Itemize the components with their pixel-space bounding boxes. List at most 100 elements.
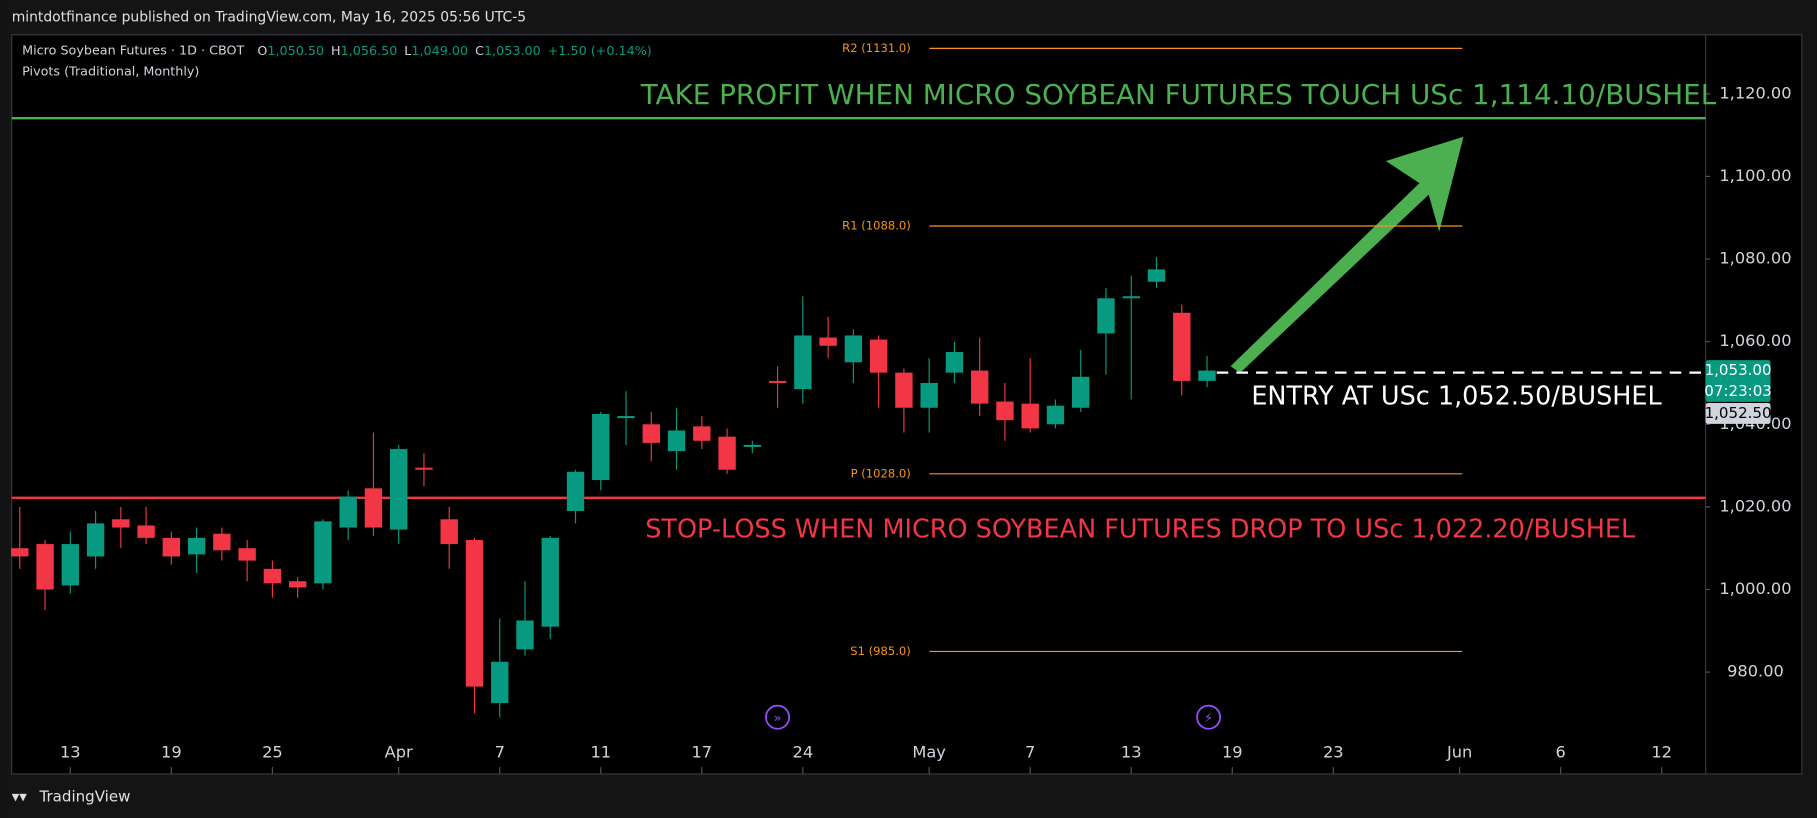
candle-body bbox=[945, 351, 964, 373]
candle-body bbox=[1198, 370, 1216, 381]
x-tick-label: 13 bbox=[1121, 743, 1142, 762]
candle-body bbox=[364, 488, 383, 528]
subtitle: Pivots (Traditional, Monthly) bbox=[22, 64, 199, 79]
y-tick-label: 980.00 bbox=[1727, 662, 1784, 681]
y-tick-label: 1,120.00 bbox=[1719, 83, 1791, 102]
candle-body bbox=[996, 401, 1014, 421]
candle-body bbox=[768, 380, 787, 383]
footer: TradingView bbox=[39, 788, 131, 806]
candle-body bbox=[1097, 298, 1115, 334]
pivot-label: R1 (1088.0) bbox=[842, 219, 911, 233]
candle-body bbox=[667, 430, 686, 452]
candle-body bbox=[314, 521, 332, 584]
candle-body bbox=[61, 544, 80, 586]
candle-body bbox=[86, 523, 105, 557]
x-tick-label: 25 bbox=[262, 743, 283, 762]
candle-body bbox=[339, 496, 357, 528]
price-tag-countdown: 07:23:03 bbox=[1704, 382, 1772, 400]
candle-body bbox=[415, 467, 433, 470]
x-tick-label: 7 bbox=[1025, 743, 1035, 762]
legend-value: 1,050.50 bbox=[267, 43, 324, 58]
candle-body bbox=[465, 539, 484, 687]
y-tick-label: 1,080.00 bbox=[1719, 249, 1791, 268]
y-tick-label: 1,000.00 bbox=[1719, 579, 1791, 598]
price-tag bbox=[1705, 360, 1771, 402]
candle-body bbox=[844, 335, 863, 363]
legend-value: 1,053.00 bbox=[484, 43, 541, 58]
candle-body bbox=[187, 537, 206, 555]
candle-body bbox=[743, 444, 762, 447]
event-icon: » bbox=[774, 711, 782, 726]
level-label: TAKE PROFIT WHEN MICRO SOYBEAN FUTURES T… bbox=[640, 78, 1717, 111]
chart-title: Micro Soybean Futures · 1D · CBOT bbox=[22, 43, 244, 58]
candle-body bbox=[1147, 269, 1166, 282]
candle-body bbox=[516, 620, 534, 650]
candle-body bbox=[819, 337, 837, 346]
x-tick-label: 19 bbox=[161, 743, 182, 762]
candle-body bbox=[440, 519, 458, 545]
candle-body bbox=[566, 471, 585, 512]
price-tag-label: 1,053.00 bbox=[1705, 361, 1772, 379]
pivot-label: R2 (1131.0) bbox=[842, 41, 911, 55]
candle-body bbox=[869, 339, 888, 373]
y-tick-label: 1,060.00 bbox=[1719, 331, 1791, 350]
candle-body bbox=[390, 449, 408, 530]
x-tick-label: 6 bbox=[1555, 743, 1565, 762]
candle-body bbox=[1072, 376, 1090, 408]
candle-body bbox=[112, 519, 130, 528]
x-tick-label: 19 bbox=[1222, 743, 1243, 762]
candle-body bbox=[794, 335, 812, 390]
candle-body bbox=[1173, 312, 1191, 381]
candle-body bbox=[920, 382, 938, 408]
candle-body bbox=[36, 544, 54, 590]
x-tick-label: 7 bbox=[495, 743, 505, 762]
event-icon: ⚡ bbox=[1204, 711, 1213, 726]
pivot-label: S1 (985.0) bbox=[850, 644, 911, 658]
x-tick-label: 24 bbox=[793, 743, 814, 762]
candle-body bbox=[1122, 296, 1140, 299]
candle-body bbox=[491, 661, 509, 704]
ohlc-legend: O1,050.50 H1,056.50 L1,049.00 C1,053.00 +1.5… bbox=[257, 43, 651, 58]
candle-body bbox=[1046, 405, 1065, 425]
candle-body bbox=[11, 548, 29, 557]
legend-key: H bbox=[331, 43, 341, 58]
candle-body bbox=[617, 416, 635, 419]
legend-key: L bbox=[404, 43, 412, 58]
candle-body bbox=[642, 424, 660, 443]
x-tick-label: 12 bbox=[1651, 743, 1672, 762]
arrow bbox=[1230, 136, 1464, 374]
candle-body bbox=[592, 413, 610, 481]
candle-body bbox=[137, 525, 155, 538]
x-tick-label: Jun bbox=[1446, 743, 1472, 762]
event-icon bbox=[765, 704, 791, 730]
candle-body bbox=[263, 568, 282, 584]
x-tick-label: 23 bbox=[1323, 743, 1344, 762]
pivot-label: P (1028.0) bbox=[851, 466, 911, 480]
candle-body bbox=[718, 436, 736, 470]
x-tick-label: Apr bbox=[385, 743, 413, 762]
candle-body bbox=[970, 370, 989, 404]
level-label: ENTRY AT USc 1,052.50/BUSHEL bbox=[1251, 381, 1662, 411]
candle-body bbox=[1021, 403, 1039, 429]
level-label: STOP-LOSS WHEN MICRO SOYBEAN FUTURES DRO… bbox=[645, 515, 1636, 545]
x-tick-label: 13 bbox=[60, 743, 81, 762]
candle-body bbox=[213, 533, 231, 551]
x-tick-label: May bbox=[912, 743, 946, 762]
candle-body bbox=[693, 426, 711, 441]
logo: ▾▾ bbox=[12, 788, 28, 806]
y-tick-label: 1,100.00 bbox=[1719, 166, 1791, 185]
event-icon bbox=[1196, 704, 1222, 730]
candle-body bbox=[162, 537, 181, 557]
legend-value: 1,049.00 bbox=[411, 43, 468, 58]
candle-body bbox=[238, 548, 256, 561]
candle-body bbox=[895, 372, 913, 408]
header: mintdotfinance published on TradingView.… bbox=[12, 9, 526, 25]
candle-body bbox=[288, 581, 307, 588]
legend-change: +1.50 (+0.14%) bbox=[548, 43, 652, 58]
x-tick-label: 11 bbox=[590, 743, 611, 762]
y-tick-label: 1,020.00 bbox=[1719, 496, 1791, 515]
price-tag-label: 1,052.50 bbox=[1705, 404, 1772, 422]
legend-key: C bbox=[475, 43, 484, 58]
